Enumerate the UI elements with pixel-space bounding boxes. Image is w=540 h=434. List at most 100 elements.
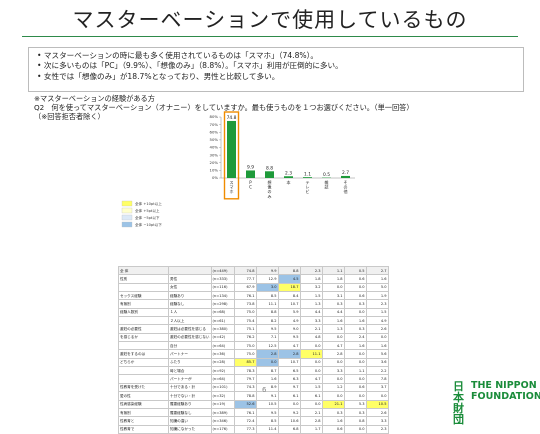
table-cell-value: 2.8 <box>322 350 344 358</box>
table-cell-value: 5.9 <box>278 308 300 316</box>
row-sub-label: ふたり <box>169 358 212 366</box>
row-sample-size: (n=389) <box>211 408 234 416</box>
table-cell-value: 10.6 <box>278 417 300 425</box>
row-group-label: どちらか <box>119 358 169 366</box>
y-tick-label: 80% <box>210 114 219 119</box>
table-cell-value: 3.7 <box>366 383 388 391</box>
table-cell-value: 0.0 <box>344 350 366 358</box>
logo-text: THE NIPPON FOUNDATION <box>471 380 540 402</box>
row-sample-size: (n=116) <box>211 283 234 291</box>
row-sub-label: 十分でない・計 <box>169 392 212 400</box>
legend-label: 全体 +5pt以上 <box>135 208 160 213</box>
table-cell-value: 9.2 <box>278 408 300 416</box>
table-cell-value: 0.0 <box>300 367 322 375</box>
table-cell-value: 2.2 <box>366 367 388 375</box>
table-cell-value: 5.6 <box>366 350 388 358</box>
y-tick-label: 40% <box>210 145 219 150</box>
row-group-label <box>119 375 169 383</box>
y-tick-label: 50% <box>210 137 219 142</box>
table-cell-value: 2.8 <box>256 350 278 358</box>
row-group-label: 経験人数別 <box>119 308 169 316</box>
table-cell-value: 12.9 <box>256 275 278 283</box>
table-cell-value: 3.3 <box>366 417 388 425</box>
table-cell-value: 8.5 <box>256 417 278 425</box>
table-cell-value: 1.6 <box>322 317 344 325</box>
table-cell-value: 1.9 <box>366 292 388 300</box>
table-cell-value: 78.3 <box>234 367 256 375</box>
table-cell-value: 4.9 <box>366 317 388 325</box>
x-category-label-char: 他 <box>344 188 348 194</box>
row-sample-size: (n=101) <box>211 383 234 391</box>
table-cell-value: 6.8 <box>278 425 300 433</box>
bar-value-label: 9.9 <box>247 165 254 171</box>
row-sample-size: (n=36) <box>211 350 234 358</box>
table-cell-value: 3.3 <box>300 317 322 325</box>
row-group-label <box>119 342 169 350</box>
table-cell-value: 6.3 <box>278 375 300 383</box>
row-sample-size: (n=134) <box>211 292 234 300</box>
row-sub-label: 罹患経験あり <box>169 400 212 408</box>
row-sub-label: ２人以上 <box>169 317 212 325</box>
table-cell-value: 10.7 <box>278 300 300 308</box>
table-cell-value: 0.0 <box>344 358 366 366</box>
bar <box>227 121 236 178</box>
table-cell-value: 6.1 <box>278 392 300 400</box>
bar <box>265 171 274 178</box>
table-cell-value: 0.0 <box>344 283 366 291</box>
table-cell-value: 6.1 <box>300 392 322 400</box>
row-sub-label: パートナーが <box>169 375 212 383</box>
row-sample-size: (n=298) <box>211 300 234 308</box>
row-group-label: 性教育と <box>119 417 169 425</box>
table-cell-value: 1.6 <box>256 375 278 383</box>
table-cell-value: 2.8 <box>300 417 322 425</box>
table-cell-value: 2.3 <box>366 425 388 433</box>
table-cell-value: 4.7 <box>278 342 300 350</box>
table-cell-value: 0.6 <box>344 275 366 283</box>
bar-value-label: 2.7 <box>342 170 349 176</box>
table-cell-value: 0.3 <box>344 325 366 333</box>
row-sample-size: (n=42) <box>211 333 234 341</box>
row-sample-size: (n=346) <box>211 417 234 425</box>
table-cell-value: 52.6 <box>234 400 256 408</box>
row-group-label: 性教育で <box>119 425 169 433</box>
row-group-label: を感じるか <box>119 333 169 341</box>
table-cell-value: 8.7 <box>256 367 278 375</box>
table-cell-value: 1.5 <box>366 308 388 316</box>
row-group-label: 避妊の必要性 <box>119 325 169 333</box>
y-tick-label: 20% <box>210 160 219 165</box>
x-category-label-char: ビ <box>306 188 310 194</box>
table-cell-value: 4.4 <box>322 308 344 316</box>
table-cell-value: 0.0 <box>322 375 344 383</box>
table-cell-value: 0.0 <box>344 308 366 316</box>
table-cell-value: 75.1 <box>234 325 256 333</box>
x-category-label-char: 本 <box>287 179 291 185</box>
y-tick-label: 60% <box>210 129 219 134</box>
row-sample-size: (n=92) <box>211 367 234 375</box>
table-cell-value: 2.1 <box>300 325 322 333</box>
row-sub-label: 経験なし <box>169 300 212 308</box>
bar <box>284 176 293 178</box>
row-group-label: 全 体 <box>119 267 169 275</box>
row-sub-label: 避妊は必要性を感じる <box>169 325 212 333</box>
logo-line-2: FOUNDATION <box>471 391 540 402</box>
table-cell-value: 85.7 <box>234 358 256 366</box>
table-cell-value: 74.3 <box>234 383 256 391</box>
table-cell-value: 73.8 <box>234 300 256 308</box>
table-cell-value: 8.2 <box>256 317 278 325</box>
page-number: 6 <box>262 386 266 394</box>
table-cell-value: 1.2 <box>322 383 344 391</box>
table-cell-value: 1.6 <box>344 342 366 350</box>
table-cell-value: 75.0 <box>234 350 256 358</box>
row-sub-label: １人 <box>169 308 212 316</box>
